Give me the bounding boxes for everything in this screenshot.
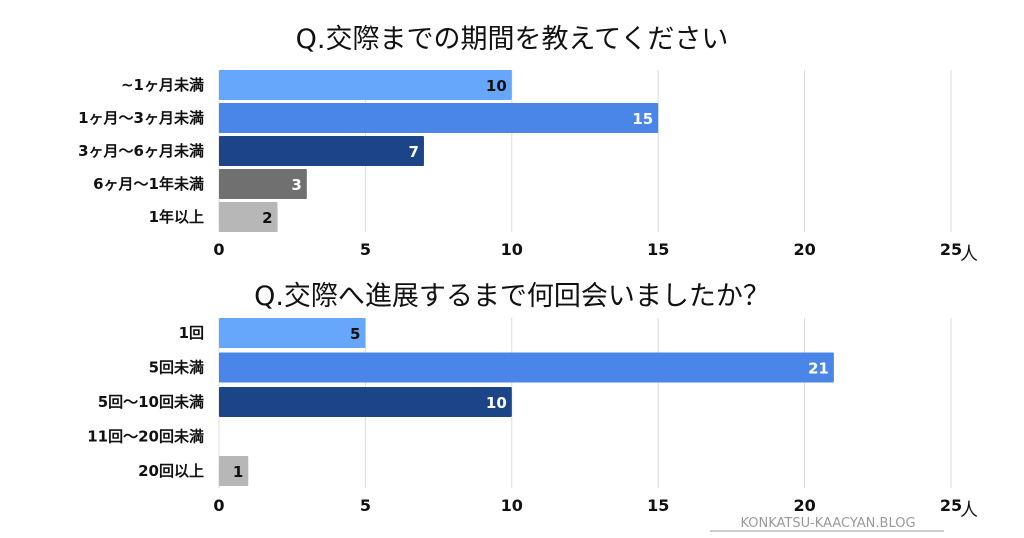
data-label: 10 <box>486 394 507 412</box>
data-label: 1 <box>233 463 243 481</box>
category-label: ~1ヶ月未満 <box>121 76 204 94</box>
chart-title: Q.交際までの期間を教えてください <box>296 24 729 55</box>
x-tick-label: 5 <box>360 240 371 259</box>
data-label: 2 <box>262 209 272 227</box>
x-tick-label: 25 <box>940 496 962 515</box>
data-label: 15 <box>632 110 653 128</box>
bar <box>219 103 659 133</box>
category-label: 1ヶ月～3ヶ月未満 <box>78 109 204 127</box>
bar <box>219 387 512 417</box>
bar <box>219 136 424 166</box>
category-label: 5回～10回未満 <box>98 393 204 411</box>
unit-label: 人 <box>960 244 978 265</box>
x-tick-label: 15 <box>647 240 669 259</box>
x-tick-label: 20 <box>793 496 815 515</box>
category-label: 6ヶ月～1年未満 <box>93 175 204 193</box>
bar <box>219 456 249 486</box>
category-label: 11回～20回未満 <box>87 428 204 446</box>
data-label: 5 <box>350 325 360 343</box>
x-tick-label: 0 <box>213 496 224 515</box>
bar <box>219 169 307 199</box>
data-label: 7 <box>409 143 419 161</box>
chart-title: Q.交際へ進展するまで何回会いましたか？ <box>254 281 770 312</box>
bar <box>219 352 834 383</box>
x-tick-label: 10 <box>501 240 523 259</box>
category-label: 1回 <box>179 324 204 342</box>
watermark: KONKATSU-KAACYAN.BLOG <box>740 516 915 531</box>
category-label: 3ヶ月～6ヶ月未満 <box>78 142 204 160</box>
bar <box>219 318 366 348</box>
category-label: 5回未満 <box>149 359 204 377</box>
bar <box>219 70 512 100</box>
x-tick-label: 10 <box>501 496 523 515</box>
unit-label: 人 <box>960 500 978 521</box>
data-label: 21 <box>808 360 829 378</box>
x-tick-label: 5 <box>360 496 371 515</box>
x-tick-label: 25 <box>940 240 962 259</box>
x-tick-label: 20 <box>793 240 815 259</box>
category-label: 1年以上 <box>149 208 204 226</box>
data-label: 3 <box>291 176 301 194</box>
x-tick-label: 0 <box>213 240 224 259</box>
category-label: 20回以上 <box>138 462 204 480</box>
bar <box>219 202 278 232</box>
data-label: 10 <box>486 77 507 95</box>
x-tick-label: 15 <box>647 496 669 515</box>
